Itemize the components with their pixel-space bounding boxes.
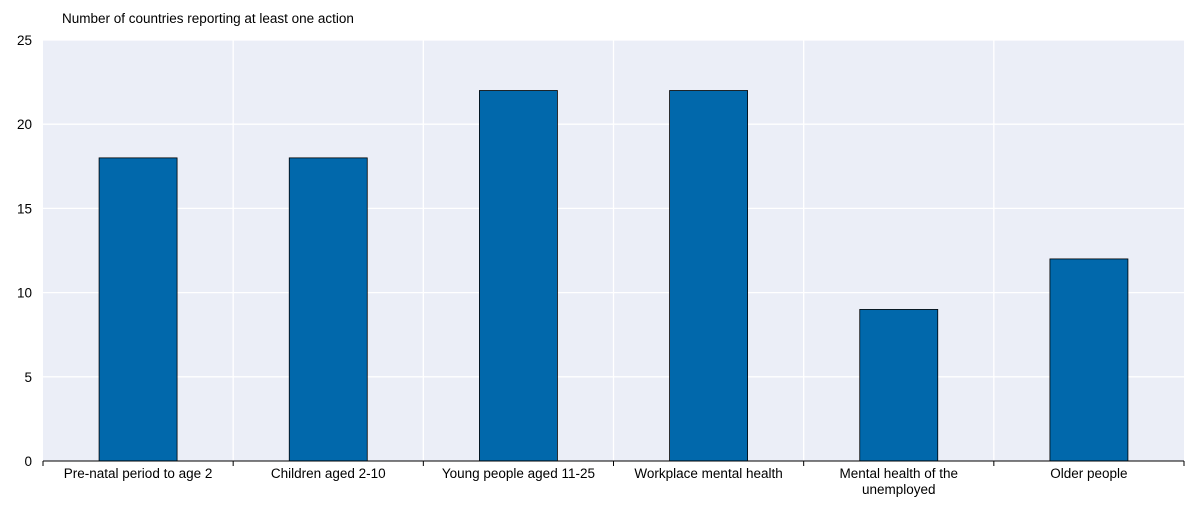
y-tick-label: 0 — [24, 454, 32, 469]
x-tick-label: Pre-natal period to age 2 — [64, 466, 213, 481]
bar — [1049, 258, 1129, 462]
axes: 0 5 10 15 20 25 Pre-natal period to age 2 Child… — [17, 33, 1185, 497]
x-tick-label: Older people — [1050, 466, 1127, 481]
bar — [669, 90, 748, 462]
y-tick-label: 25 — [17, 33, 32, 48]
y-tick-label: 10 — [17, 286, 32, 301]
bar — [479, 90, 558, 462]
bars — [98, 90, 1129, 462]
x-tick-label: Workplace mental health — [634, 466, 782, 481]
x-tick-label: Mental health of the — [839, 466, 958, 481]
bar — [98, 157, 178, 462]
y-tick-label: 15 — [17, 201, 32, 216]
y-tick-label: 5 — [24, 370, 32, 385]
gridlines — [43, 39, 1184, 461]
y-axis-title: Number of countries reporting at least o… — [62, 11, 354, 26]
bar — [859, 309, 939, 462]
x-tick-label: Young people aged 11-25 — [442, 466, 595, 481]
y-tick-label: 20 — [17, 117, 32, 132]
bar — [288, 157, 368, 462]
x-tick-label: unemployed — [862, 482, 936, 497]
x-tick-label: Children aged 2-10 — [271, 466, 386, 481]
